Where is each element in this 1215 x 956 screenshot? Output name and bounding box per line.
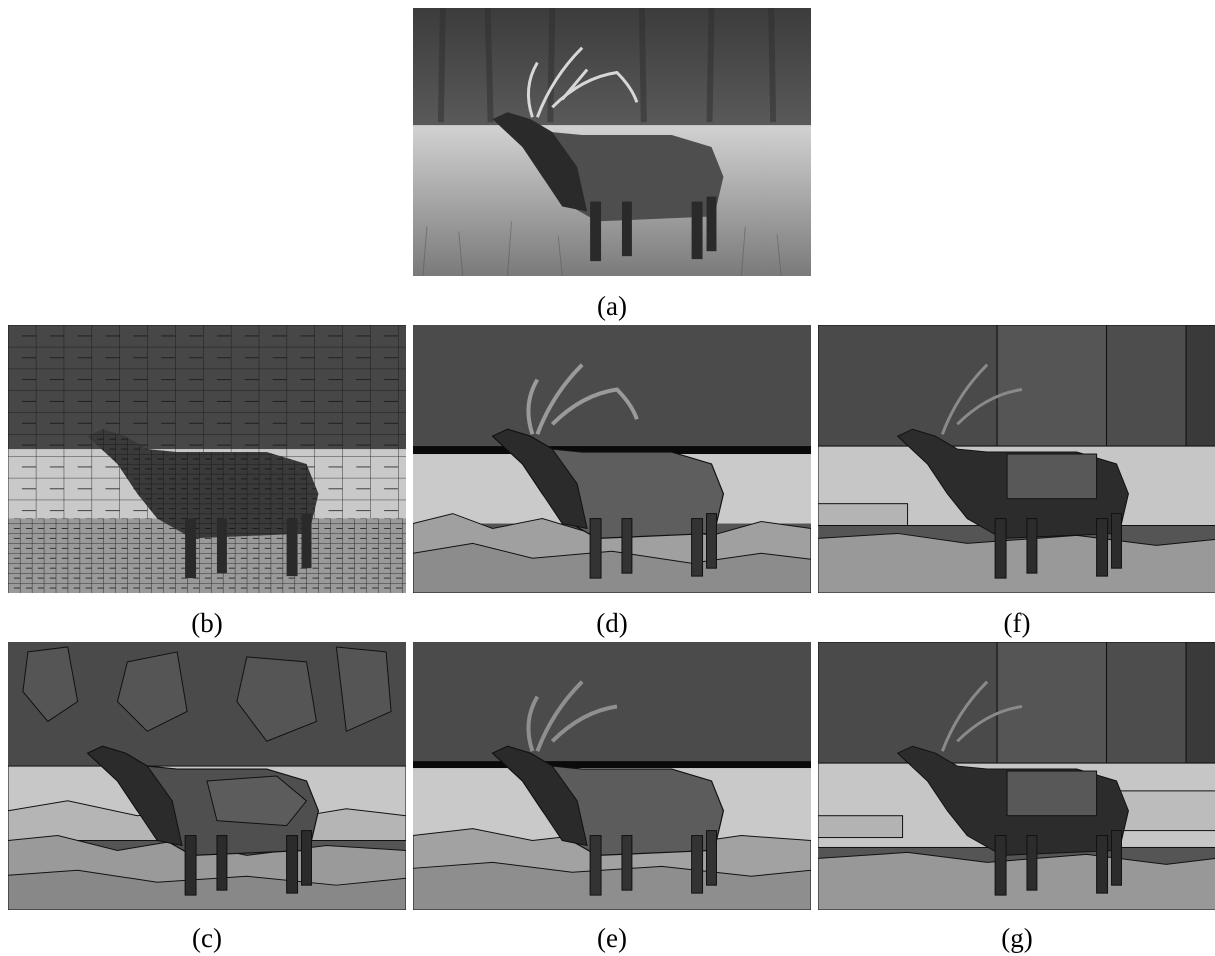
caption-d: (d) — [596, 608, 628, 638]
segmentation-panel-d — [413, 325, 811, 593]
caption-e: (e) — [597, 923, 627, 953]
caption-g: (g) — [1001, 923, 1033, 953]
segmentation-panel-e — [413, 642, 811, 910]
segmentation-panel-g — [818, 642, 1215, 910]
caption-c: (c) — [192, 923, 222, 953]
segmentation-panel-b — [8, 325, 406, 593]
segmentation-panel-c — [8, 642, 406, 910]
original-photo — [413, 8, 811, 276]
segmentation-panel-f — [818, 325, 1215, 593]
caption-a: (a) — [597, 291, 627, 321]
caption-b: (b) — [191, 608, 223, 638]
caption-f: (f) — [1003, 608, 1031, 638]
